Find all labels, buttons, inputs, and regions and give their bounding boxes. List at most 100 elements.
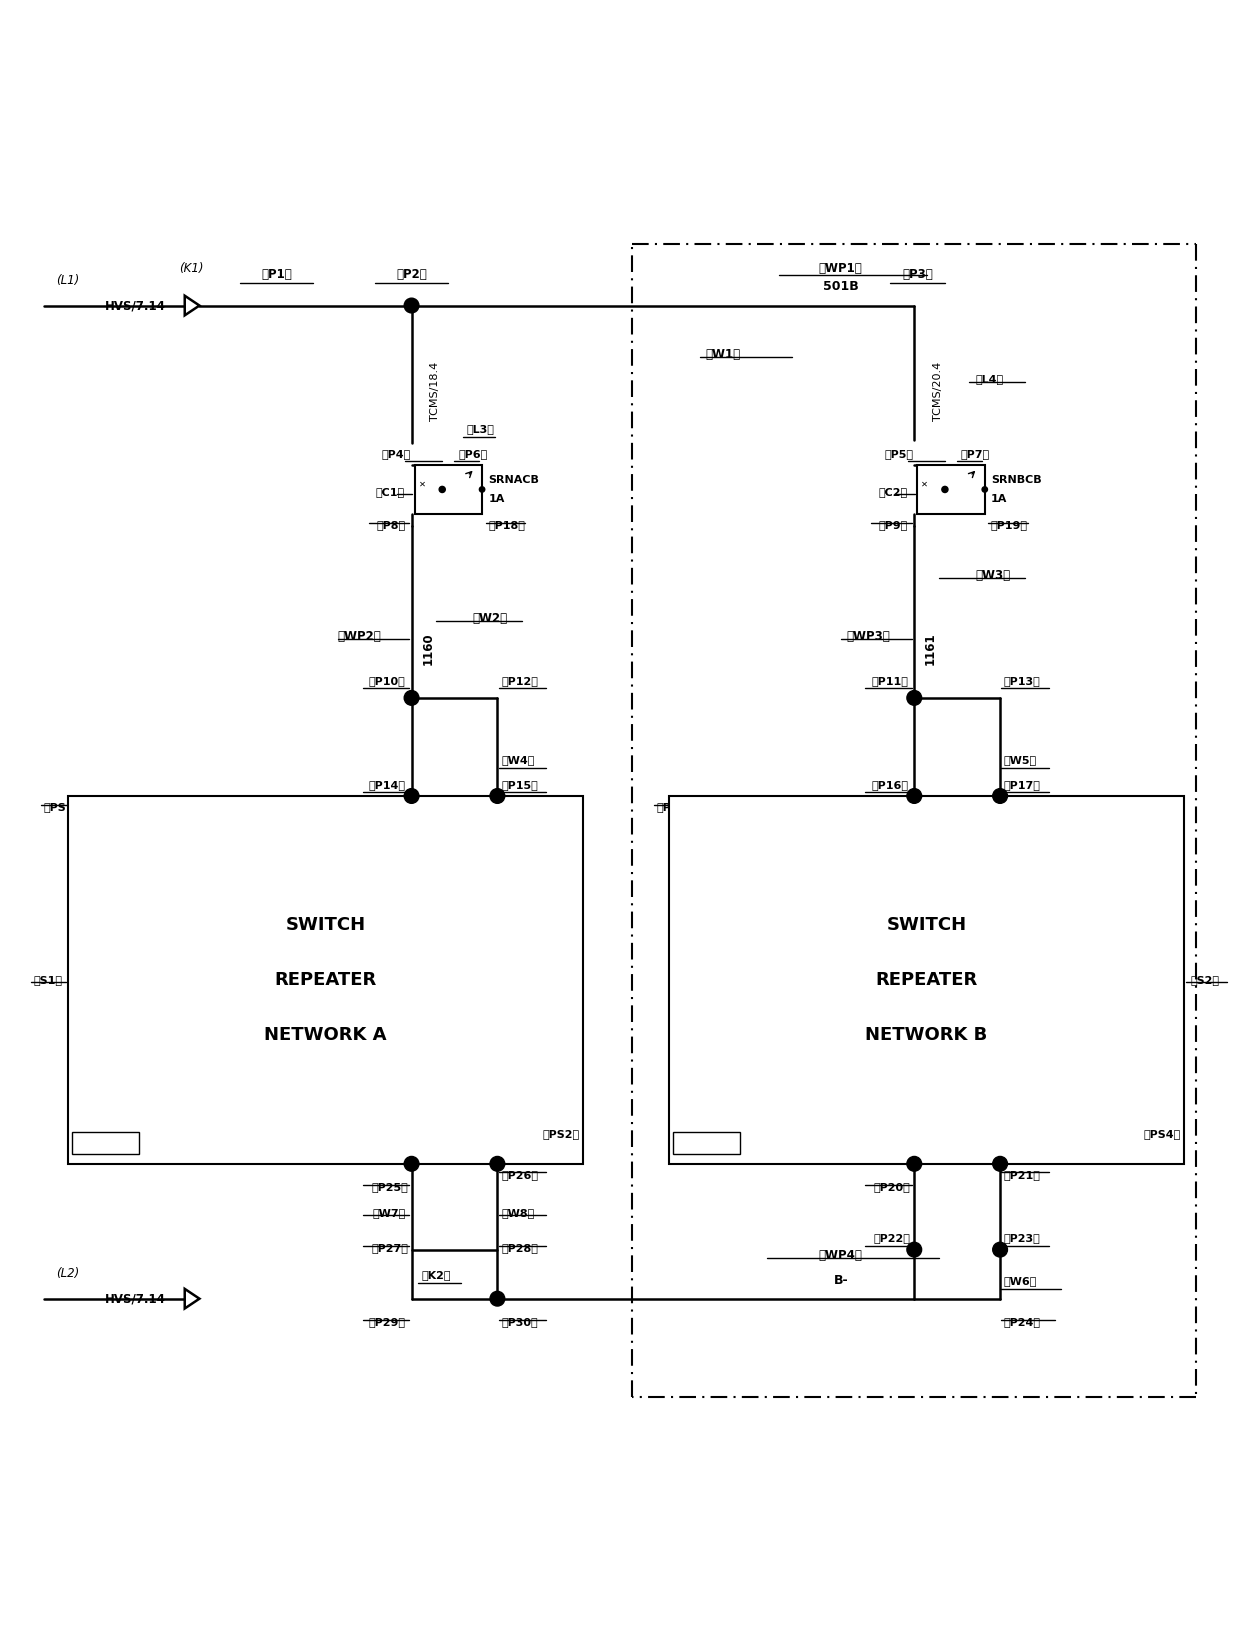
Text: （L3）: （L3） bbox=[466, 425, 495, 435]
Text: （P19）: （P19） bbox=[991, 520, 1028, 530]
Text: ✕: ✕ bbox=[921, 481, 929, 489]
Text: （P7）: （P7） bbox=[961, 448, 990, 459]
Text: REPEATER: REPEATER bbox=[274, 971, 377, 990]
Text: （P14）: （P14） bbox=[368, 779, 405, 789]
Circle shape bbox=[906, 1157, 921, 1172]
Text: HVS/7.14: HVS/7.14 bbox=[105, 1291, 166, 1305]
Circle shape bbox=[439, 486, 445, 492]
Text: 1161: 1161 bbox=[924, 632, 937, 665]
Bar bbox=[673, 1132, 740, 1154]
Text: （P22）: （P22） bbox=[874, 1234, 910, 1244]
Text: （P1）: （P1） bbox=[262, 267, 293, 281]
Text: （W4）: （W4） bbox=[501, 755, 534, 765]
Bar bbox=[670, 796, 1184, 1163]
Circle shape bbox=[490, 1291, 505, 1306]
Text: （P12）: （P12） bbox=[501, 676, 538, 686]
Circle shape bbox=[480, 487, 485, 492]
Text: （W6）: （W6） bbox=[1003, 1277, 1037, 1287]
Text: （P29）: （P29） bbox=[368, 1318, 405, 1328]
Text: （C1）: （C1） bbox=[376, 487, 404, 497]
Text: （WP1）: （WP1） bbox=[818, 263, 863, 276]
Text: （P11）: （P11） bbox=[872, 676, 908, 686]
Text: （PS4）: （PS4） bbox=[1143, 1129, 1180, 1139]
Text: （S1）: （S1） bbox=[33, 975, 62, 985]
Text: （P24）: （P24） bbox=[1003, 1318, 1040, 1328]
Text: SRNACB: SRNACB bbox=[489, 474, 539, 484]
Circle shape bbox=[490, 789, 505, 804]
Text: （W3）: （W3） bbox=[976, 569, 1011, 583]
Text: （P20）: （P20） bbox=[874, 1182, 910, 1193]
Text: （WP2）: （WP2） bbox=[337, 630, 381, 643]
Text: （W5）: （W5） bbox=[1003, 755, 1037, 765]
Text: HVS/7.14: HVS/7.14 bbox=[105, 299, 166, 312]
Circle shape bbox=[404, 1157, 419, 1172]
Text: _SRNB: _SRNB bbox=[675, 1140, 712, 1152]
Text: （P17）: （P17） bbox=[1003, 779, 1040, 789]
Text: （PS1）: （PS1） bbox=[43, 802, 81, 812]
Text: 1A: 1A bbox=[489, 494, 505, 504]
Text: （W8）: （W8） bbox=[501, 1208, 534, 1218]
Text: （P13）: （P13） bbox=[1003, 676, 1040, 686]
Circle shape bbox=[942, 486, 949, 492]
Text: （P4）: （P4） bbox=[382, 448, 410, 459]
Text: NETWORK B: NETWORK B bbox=[866, 1026, 987, 1044]
Circle shape bbox=[906, 691, 921, 706]
Circle shape bbox=[490, 1157, 505, 1172]
Text: （P25）: （P25） bbox=[371, 1182, 408, 1193]
Circle shape bbox=[404, 299, 419, 313]
Text: （C2）: （C2） bbox=[878, 487, 908, 497]
Bar bbox=[918, 464, 985, 514]
Text: （P26）: （P26） bbox=[501, 1170, 538, 1180]
Circle shape bbox=[982, 487, 987, 492]
Text: （P10）: （P10） bbox=[368, 676, 405, 686]
Text: （PS3）: （PS3） bbox=[657, 802, 694, 812]
Text: （W1）: （W1） bbox=[706, 348, 742, 361]
Text: （P8）: （P8） bbox=[376, 520, 405, 530]
Circle shape bbox=[906, 1242, 921, 1257]
Text: （P2）: （P2） bbox=[397, 267, 427, 281]
Text: （P23）: （P23） bbox=[1003, 1234, 1040, 1244]
Text: （S2）: （S2） bbox=[1190, 975, 1219, 985]
Text: SRNBCB: SRNBCB bbox=[991, 474, 1042, 484]
Text: （W7）: （W7） bbox=[372, 1208, 405, 1218]
Text: TCMS/18.4: TCMS/18.4 bbox=[430, 361, 440, 422]
Polygon shape bbox=[185, 1288, 200, 1308]
Text: （P16）: （P16） bbox=[872, 779, 908, 789]
Text: ✕: ✕ bbox=[418, 481, 425, 489]
Text: 1A: 1A bbox=[991, 494, 1007, 504]
Circle shape bbox=[404, 789, 419, 804]
Text: （K2）: （K2） bbox=[422, 1270, 451, 1280]
Text: （L4）: （L4） bbox=[976, 374, 1003, 384]
Text: 501B: 501B bbox=[823, 281, 858, 294]
Bar bbox=[72, 1132, 139, 1154]
Text: B-: B- bbox=[833, 1273, 848, 1287]
Text: (K1): (K1) bbox=[179, 263, 203, 276]
Text: 1160: 1160 bbox=[422, 632, 434, 665]
Text: _SRNA: _SRNA bbox=[74, 1140, 110, 1152]
Text: （W2）: （W2） bbox=[472, 612, 508, 625]
Text: （WP3）: （WP3） bbox=[846, 630, 890, 643]
Polygon shape bbox=[185, 295, 200, 315]
Text: (L1): (L1) bbox=[56, 274, 79, 287]
Text: TCMS/20.4: TCMS/20.4 bbox=[932, 361, 942, 422]
Circle shape bbox=[404, 691, 419, 706]
Text: （P9）: （P9） bbox=[879, 520, 908, 530]
Circle shape bbox=[906, 789, 921, 804]
Text: （PS2）: （PS2） bbox=[542, 1129, 579, 1139]
Text: （P18）: （P18） bbox=[489, 520, 525, 530]
Text: （P27）: （P27） bbox=[371, 1244, 408, 1254]
Text: （P28）: （P28） bbox=[501, 1244, 538, 1254]
Text: (L2): (L2) bbox=[56, 1267, 79, 1280]
Text: （P3）: （P3） bbox=[903, 267, 934, 281]
Circle shape bbox=[993, 1242, 1007, 1257]
Circle shape bbox=[993, 789, 1007, 804]
Text: SWITCH: SWITCH bbox=[887, 916, 967, 934]
Circle shape bbox=[993, 1157, 1007, 1172]
Text: （P6）: （P6） bbox=[458, 448, 487, 459]
Text: （P5）: （P5） bbox=[884, 448, 914, 459]
Text: REPEATER: REPEATER bbox=[875, 971, 977, 990]
Text: SWITCH: SWITCH bbox=[285, 916, 366, 934]
Text: （P15）: （P15） bbox=[501, 779, 538, 789]
Bar bbox=[414, 464, 482, 514]
Text: （P21）: （P21） bbox=[1003, 1170, 1040, 1180]
